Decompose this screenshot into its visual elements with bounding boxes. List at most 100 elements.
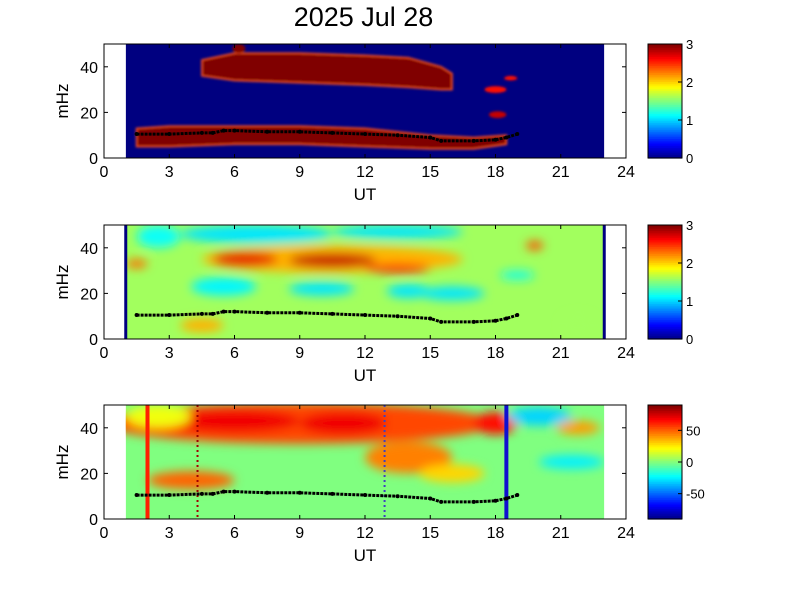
colorbar-cell <box>648 264 682 267</box>
colorbar-cell <box>648 422 682 426</box>
colorbar-middle: 0 1 2 3 <box>647 218 693 347</box>
x-tick-label: 3 <box>165 345 174 362</box>
colorbar-cell <box>648 440 682 444</box>
trace-point <box>199 491 204 496</box>
colorbar-cell <box>648 421 682 424</box>
colorbar-cell <box>648 474 682 477</box>
x-tick-label: 12 <box>356 525 374 542</box>
x-tick-label: 9 <box>295 525 304 542</box>
colorbar-cell <box>648 431 682 435</box>
colorbar-cell <box>648 65 682 68</box>
trace-point <box>167 313 172 318</box>
colorbar-cell <box>648 476 682 479</box>
colorbar-cell <box>648 442 682 445</box>
heatmap-region-2 <box>232 44 246 54</box>
trace-point <box>221 489 226 494</box>
colorbar-cell <box>648 67 682 70</box>
trace-point <box>504 316 509 321</box>
x-tick-label: 24 <box>617 164 635 181</box>
y-tick-label: 40 <box>80 60 98 77</box>
colorbar-tick-label: 1 <box>686 294 693 309</box>
colorbar-cell <box>648 233 682 237</box>
colorbar-cell <box>648 150 682 154</box>
colorbar-cell <box>648 408 682 411</box>
colorbar-cell <box>648 141 682 145</box>
colorbar-cell <box>648 451 682 454</box>
colorbar-cell <box>648 278 682 281</box>
colorbar-cell <box>648 74 682 77</box>
colorbar-cell <box>648 276 682 280</box>
colorbar-cell <box>648 470 682 474</box>
trace-point <box>363 132 367 137</box>
colorbar-cell <box>648 58 682 61</box>
colorbar-cell <box>648 317 682 321</box>
colorbar-cell <box>648 467 682 470</box>
y-tick-label: 20 <box>80 466 98 483</box>
colorbar-cell <box>648 228 682 231</box>
colorbar-cell <box>648 92 682 95</box>
colorbar-cell <box>648 335 682 338</box>
colorbar-cell <box>648 428 682 431</box>
colorbar-cell <box>648 225 682 228</box>
colorbar-cell <box>648 76 682 79</box>
x-tick-label: 6 <box>230 345 239 362</box>
heatmap-region-3 <box>169 409 300 433</box>
colorbar-cell <box>648 326 682 329</box>
trace-point <box>210 491 215 496</box>
colorbar-cell <box>648 226 682 230</box>
trace-point <box>493 137 498 142</box>
x-tick-label: 3 <box>165 164 174 181</box>
y-tick-label: 0 <box>89 512 98 529</box>
trace-point <box>363 313 367 318</box>
heatmap-region-4 <box>299 411 387 435</box>
trace-point <box>210 130 215 135</box>
colorbar-cell <box>648 511 682 515</box>
colorbar-cell <box>648 88 682 91</box>
colorbar-cell <box>648 118 682 122</box>
colorbar-cell <box>648 97 682 100</box>
colorbar-cell <box>648 437 682 440</box>
colorbar-cell <box>648 406 682 410</box>
colorbar-cell <box>648 458 682 461</box>
colorbar-cell <box>648 99 682 102</box>
colorbar-cell <box>648 125 682 129</box>
colorbar-cell <box>648 331 682 335</box>
colorbar-cell <box>648 462 682 465</box>
trace-point <box>167 132 172 137</box>
x-tick-label: 12 <box>356 164 374 181</box>
heatmap-region-6 <box>419 464 485 483</box>
x-tick-label: 9 <box>295 345 304 362</box>
colorbar-cell <box>648 280 682 283</box>
colorbar-cell <box>648 445 682 449</box>
colorbar-cell <box>648 81 682 84</box>
heatmap-region-14 <box>525 240 544 251</box>
panel-bottom: 0 3 6 9 12 15 18 21 24 0 20 40 UT mHz -50 0 50 <box>53 404 705 565</box>
trace-point <box>167 493 172 498</box>
colorbar-cell <box>648 84 682 88</box>
trace-point <box>493 318 498 323</box>
colorbar-cell <box>648 54 682 58</box>
colorbar-cell <box>648 513 682 517</box>
trace-point <box>232 309 237 314</box>
colorbar-cell <box>648 136 682 140</box>
x-tick-label: 6 <box>230 525 239 542</box>
colorbar-cell <box>648 106 682 109</box>
colorbar-cell <box>648 485 682 488</box>
colorbar-cell <box>648 315 682 319</box>
colorbar-cell <box>648 330 682 333</box>
colorbar-cell <box>648 319 682 322</box>
x-tick-label: 15 <box>421 164 439 181</box>
y-tick-label: 0 <box>89 151 98 168</box>
trace-point <box>493 498 498 503</box>
colorbar-cell <box>648 258 682 262</box>
colorbar-cell <box>648 115 682 118</box>
colorbar-cell <box>648 333 682 337</box>
colorbar-cell <box>648 244 682 247</box>
colorbar-cell <box>648 52 682 56</box>
heatmap-middle <box>125 225 605 339</box>
colorbar-cell <box>648 230 682 233</box>
colorbar-cell <box>648 292 682 296</box>
colorbar-cell <box>648 410 682 413</box>
colorbar-cell <box>648 449 682 452</box>
colorbar-cell <box>648 453 682 456</box>
